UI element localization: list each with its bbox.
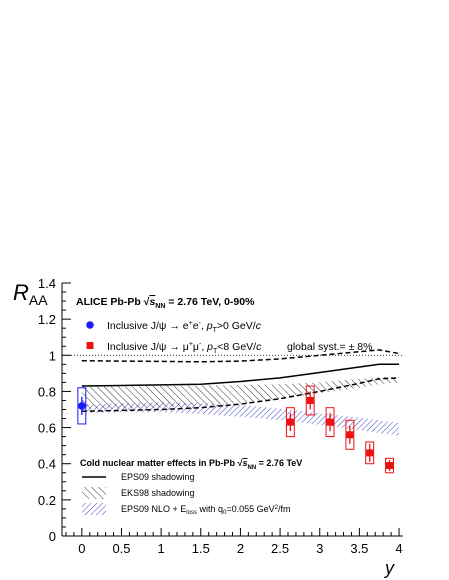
legend-label-eks98: EKS98 shadowing (121, 488, 195, 498)
x-tick-label: 4 (395, 541, 402, 556)
legend-swatch-eks98 (82, 487, 106, 499)
x-tick-label: 3 (316, 541, 323, 556)
eps09-lower-line (81, 377, 400, 413)
y-tick-label: 0.2 (38, 493, 56, 508)
x-tick-label: 1.5 (192, 541, 210, 556)
x-axis-title: y (383, 558, 395, 578)
syst-box (345, 419, 355, 450)
eps09-central-line (81, 363, 399, 387)
y-axis-title: RAA (13, 280, 48, 308)
x-tick-label: 0 (78, 541, 85, 556)
syst-box (285, 407, 295, 438)
syst-box (385, 457, 394, 474)
legend-marker-muon (86, 342, 94, 349)
x-tick-label: 3.5 (350, 541, 368, 556)
eloss-band (81, 402, 400, 436)
syst-box (325, 407, 335, 438)
y-tick-label: 0.8 (38, 384, 56, 399)
y-tick-label: 0 (49, 529, 56, 544)
x-tick-label: 1 (158, 541, 165, 556)
legend-label-eloss: EPS09 NLO + Eloss with q0=0.055 GeV2/fm (121, 504, 290, 516)
data-point (366, 449, 374, 457)
theory-legend-title: Cold nuclear matter effects in Pb-Pb √sN… (80, 458, 302, 471)
data-point (306, 396, 314, 404)
legend-swatch-eloss (82, 503, 106, 515)
y-ticks: 0 0.2 0.4 0.6 0.8 1 1.2 1.4 (38, 276, 71, 544)
syst-box (77, 387, 87, 425)
eps09-upper-line (81, 349, 400, 363)
x-tick-label: 0.5 (112, 541, 130, 556)
legend-label-eps09: EPS09 shadowing (121, 472, 195, 482)
global-syst-label: global syst.= ± 8% (287, 341, 372, 353)
x-ticks: 0 0.5 1 1.5 2 2.5 3 3.5 4 (65, 528, 403, 556)
x-tick-label: 2 (237, 541, 244, 556)
data-point (78, 402, 86, 410)
data-point (386, 462, 394, 470)
y-tick-label: 1.2 (38, 312, 56, 327)
y-tick-label: 0.6 (38, 421, 56, 436)
data-point (286, 418, 294, 426)
legend-label-electron: Inclusive J/ψ → e+e-, pT>0 GeV/c (107, 320, 262, 334)
sqrt-symbol: √ (238, 458, 243, 468)
legend-theory: Cold nuclear matter effects in Pb-Pb √sN… (80, 458, 302, 516)
legend-marker-electron (86, 321, 94, 329)
eks98-band (81, 377, 400, 410)
data-point (346, 431, 354, 439)
sqrt-symbol: √ (144, 296, 150, 308)
x-tick-label: 2.5 (271, 541, 289, 556)
legend-data: Inclusive J/ψ → e+e-, pT>0 GeV/c Inclusi… (86, 320, 372, 355)
theory-layer (81, 349, 400, 436)
y-tick-label: 1 (49, 348, 56, 363)
syst-box (365, 441, 375, 465)
data-points-layer (77, 385, 394, 474)
legend-label-muon: Inclusive J/ψ → μ+μ-, pT<8 GeV/c (107, 341, 262, 355)
y-tick-label: 1.4 (38, 276, 56, 291)
data-point (326, 418, 334, 426)
axes-layer: 0 0.5 1 1.5 2 2.5 3 3.5 4 0 0.2 0.4 0.6 0.8 1 1.2 1.4 (38, 276, 403, 556)
chart-header: ALICE Pb-Pb √sNN = 2.76 TeV, 0-90% (76, 296, 255, 310)
y-tick-label: 0.4 (38, 457, 56, 472)
syst-box (305, 385, 315, 416)
